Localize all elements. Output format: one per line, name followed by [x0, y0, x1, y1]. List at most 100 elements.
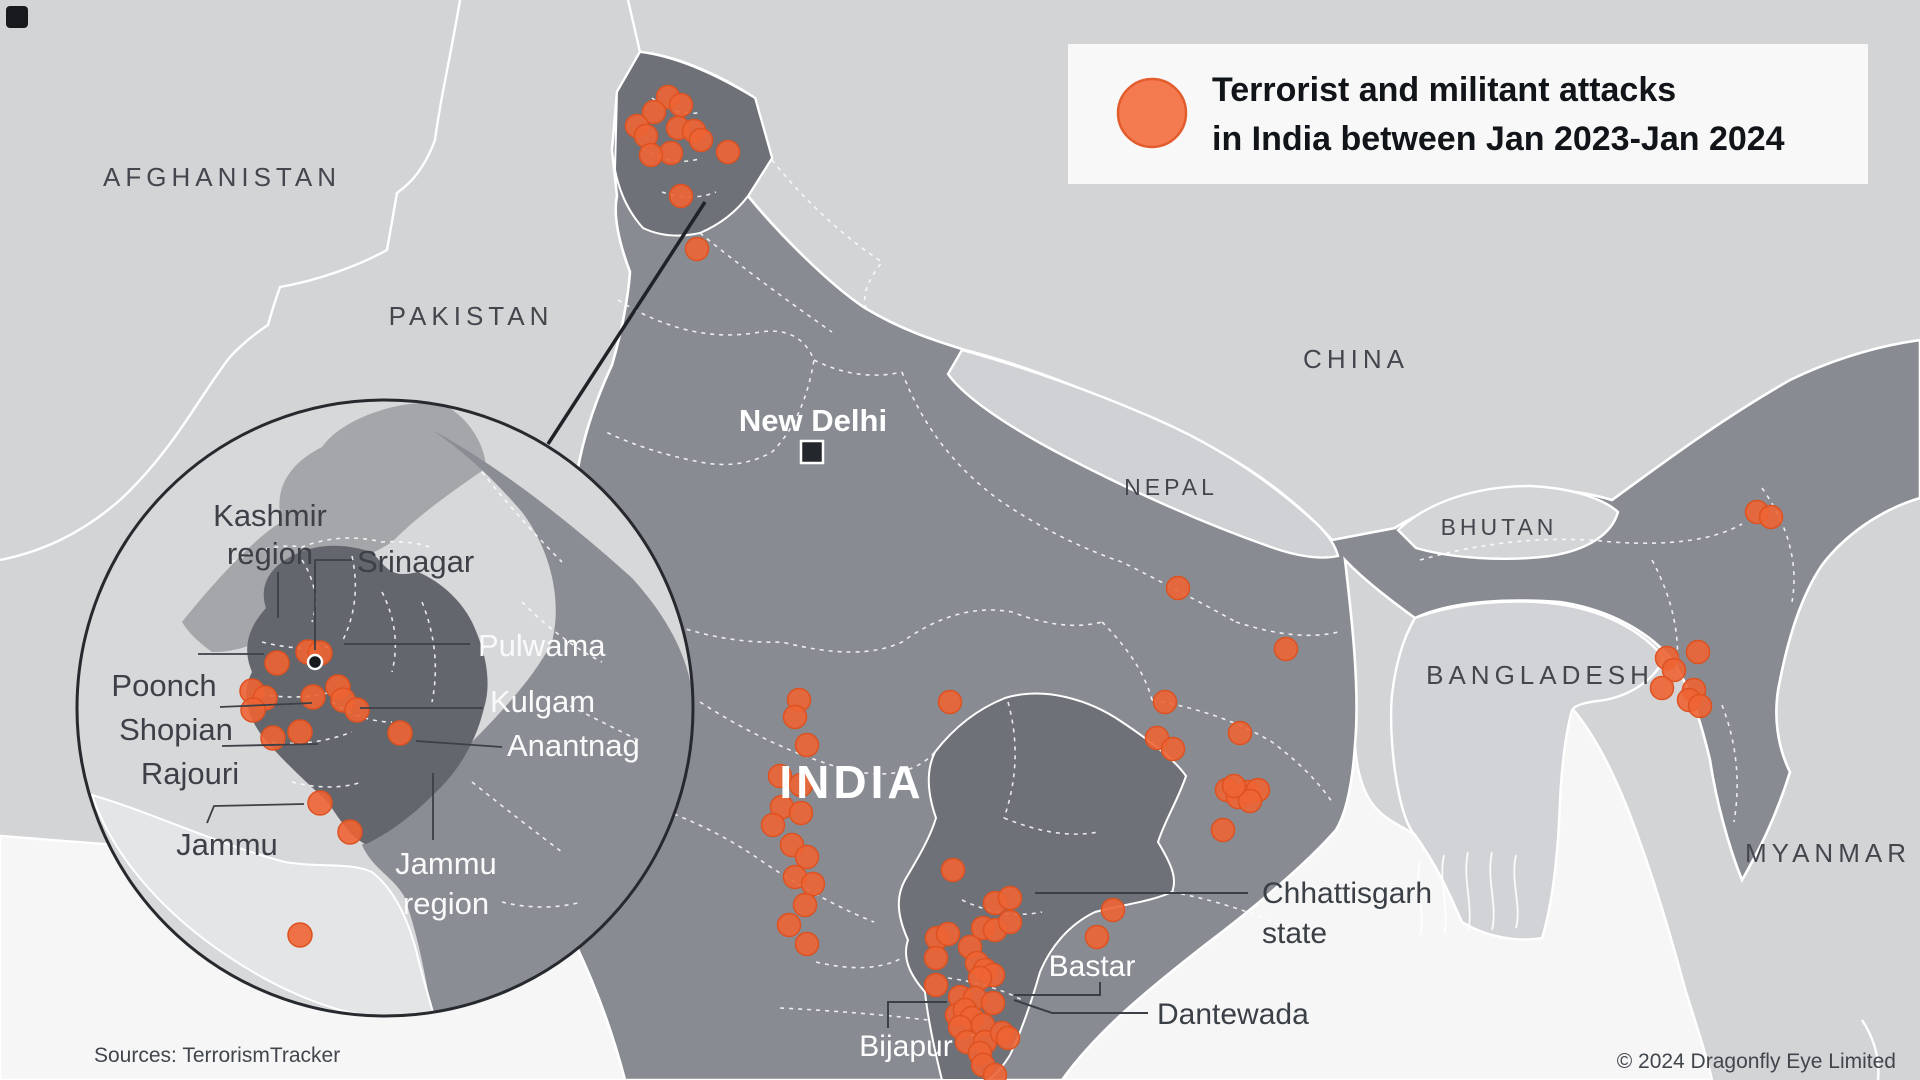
label-shopian: Shopian [119, 712, 233, 747]
attack-dot [997, 885, 1023, 911]
attack-dot [684, 236, 710, 262]
label-kashmir-region-2: region [227, 536, 313, 571]
attack-dot [794, 931, 820, 957]
label-dantewada: Dantewada [1157, 998, 1309, 1031]
attack-dot [715, 139, 741, 165]
label-jammu-region-2: region [403, 886, 489, 921]
delta-streams [1417, 851, 1519, 936]
attack-dot [794, 844, 820, 870]
label-bhutan: BHUTAN [1441, 514, 1558, 540]
label-pakistan: PAKISTAN [389, 301, 554, 331]
attack-dot [688, 127, 714, 153]
label-india: INDIA [779, 756, 924, 808]
legend: Terrorist and militant attacks in India … [1068, 44, 1868, 184]
label-rajouri: Rajouri [141, 756, 239, 791]
label-myanmar: MYANMAR [1745, 838, 1911, 868]
attack-dot [937, 689, 963, 715]
label-poonch: Poonch [111, 668, 216, 703]
attack-dot [260, 725, 286, 751]
afghan-pakistan-border [0, 0, 462, 562]
bhutan-shape [1396, 484, 1620, 561]
inset-pak-plains [90, 793, 435, 1016]
attack-dots-main [624, 84, 1784, 1080]
attack-dot [923, 972, 949, 998]
attack-dot [344, 697, 370, 723]
attack-dot [788, 800, 814, 826]
attack-dot [668, 183, 694, 209]
label-bijapur: Bijapur [859, 1030, 952, 1063]
attack-dot [264, 650, 290, 676]
attack-dot [1100, 897, 1126, 923]
label-afghanistan: AFGHANISTAN [103, 162, 341, 192]
label-bastar: Bastar [1049, 950, 1136, 983]
attack-dot [240, 697, 266, 723]
inset-india-region [362, 430, 693, 1012]
new-delhi-marker [799, 439, 825, 465]
attack-dot [1758, 504, 1784, 530]
attack-dot [1221, 773, 1247, 799]
legend-title-line1: Terrorist and militant attacks [1212, 71, 1676, 109]
nepal-shape [946, 348, 1340, 559]
corner-logo-mark [6, 6, 28, 28]
attack-dot [940, 857, 966, 883]
attack-dot [1210, 817, 1236, 843]
attack-dot [638, 142, 664, 168]
attack-dot [287, 719, 313, 745]
label-bangladesh: BANGLADESH [1426, 660, 1654, 690]
kashmir-inset: Kashmir region Srinagar Poonch Shopian R… [75, 398, 695, 1018]
attack-dot [980, 990, 1006, 1016]
attack-dot [935, 921, 961, 947]
state-borders [605, 97, 1795, 1041]
attack-dot [800, 871, 826, 897]
attack-dot [1160, 736, 1186, 762]
label-kashmir-region: Kashmir [213, 498, 327, 533]
label-pulwama: Pulwama [478, 628, 606, 663]
attack-dot [967, 965, 993, 991]
inset-kashmir-north [182, 402, 486, 652]
legend-title-line2: in India between Jan 2023-Jan 2024 [1212, 120, 1785, 158]
attack-dot [300, 684, 326, 710]
attack-dot [641, 99, 667, 125]
attack-dot [767, 763, 793, 789]
attack-dot [1237, 788, 1263, 814]
attack-dot [1687, 693, 1713, 719]
attack-dot [997, 909, 1023, 935]
attack-dot [760, 812, 786, 838]
callout-leaders [887, 892, 1248, 1028]
label-chhattisgarh-state-2: state [1262, 917, 1327, 950]
bangladesh-shape [1389, 600, 1666, 941]
attack-dot [387, 720, 413, 746]
label-jammu-city: Jammu [176, 827, 278, 862]
attack-dot [923, 945, 949, 971]
attack-dot [794, 732, 820, 758]
attack-dot [1084, 924, 1110, 950]
attack-dot [788, 772, 814, 798]
legend-dot-icon [1116, 77, 1188, 149]
label-kulgam: Kulgam [490, 684, 595, 719]
inset-leaders [198, 559, 503, 840]
attack-dot [782, 704, 808, 730]
legend-box [1068, 44, 1868, 184]
attack-dot [307, 790, 333, 816]
label-china: CHINA [1303, 344, 1409, 374]
attack-dot [982, 1062, 1008, 1080]
attack-dot [1227, 720, 1253, 746]
sources-note: Sources: TerrorismTracker [94, 1044, 340, 1067]
label-jammu-region: Jammu [395, 846, 497, 881]
attack-dot [337, 819, 363, 845]
attack-dot [1649, 675, 1675, 701]
attack-dot [668, 92, 694, 118]
label-chhattisgarh-state: Chhattisgarh [1262, 877, 1432, 910]
attack-dots-inset [239, 639, 413, 948]
attack-dot [1273, 636, 1299, 662]
inset-ring [75, 398, 695, 1018]
label-srinagar: Srinagar [357, 544, 474, 579]
attack-dot [1152, 689, 1178, 715]
srinagar-marker [306, 653, 324, 671]
attack-dot [995, 1025, 1021, 1051]
attack-dot [1165, 575, 1191, 601]
attack-dot [287, 922, 313, 948]
pak-china-border [626, 0, 642, 53]
attack-dot [776, 912, 802, 938]
